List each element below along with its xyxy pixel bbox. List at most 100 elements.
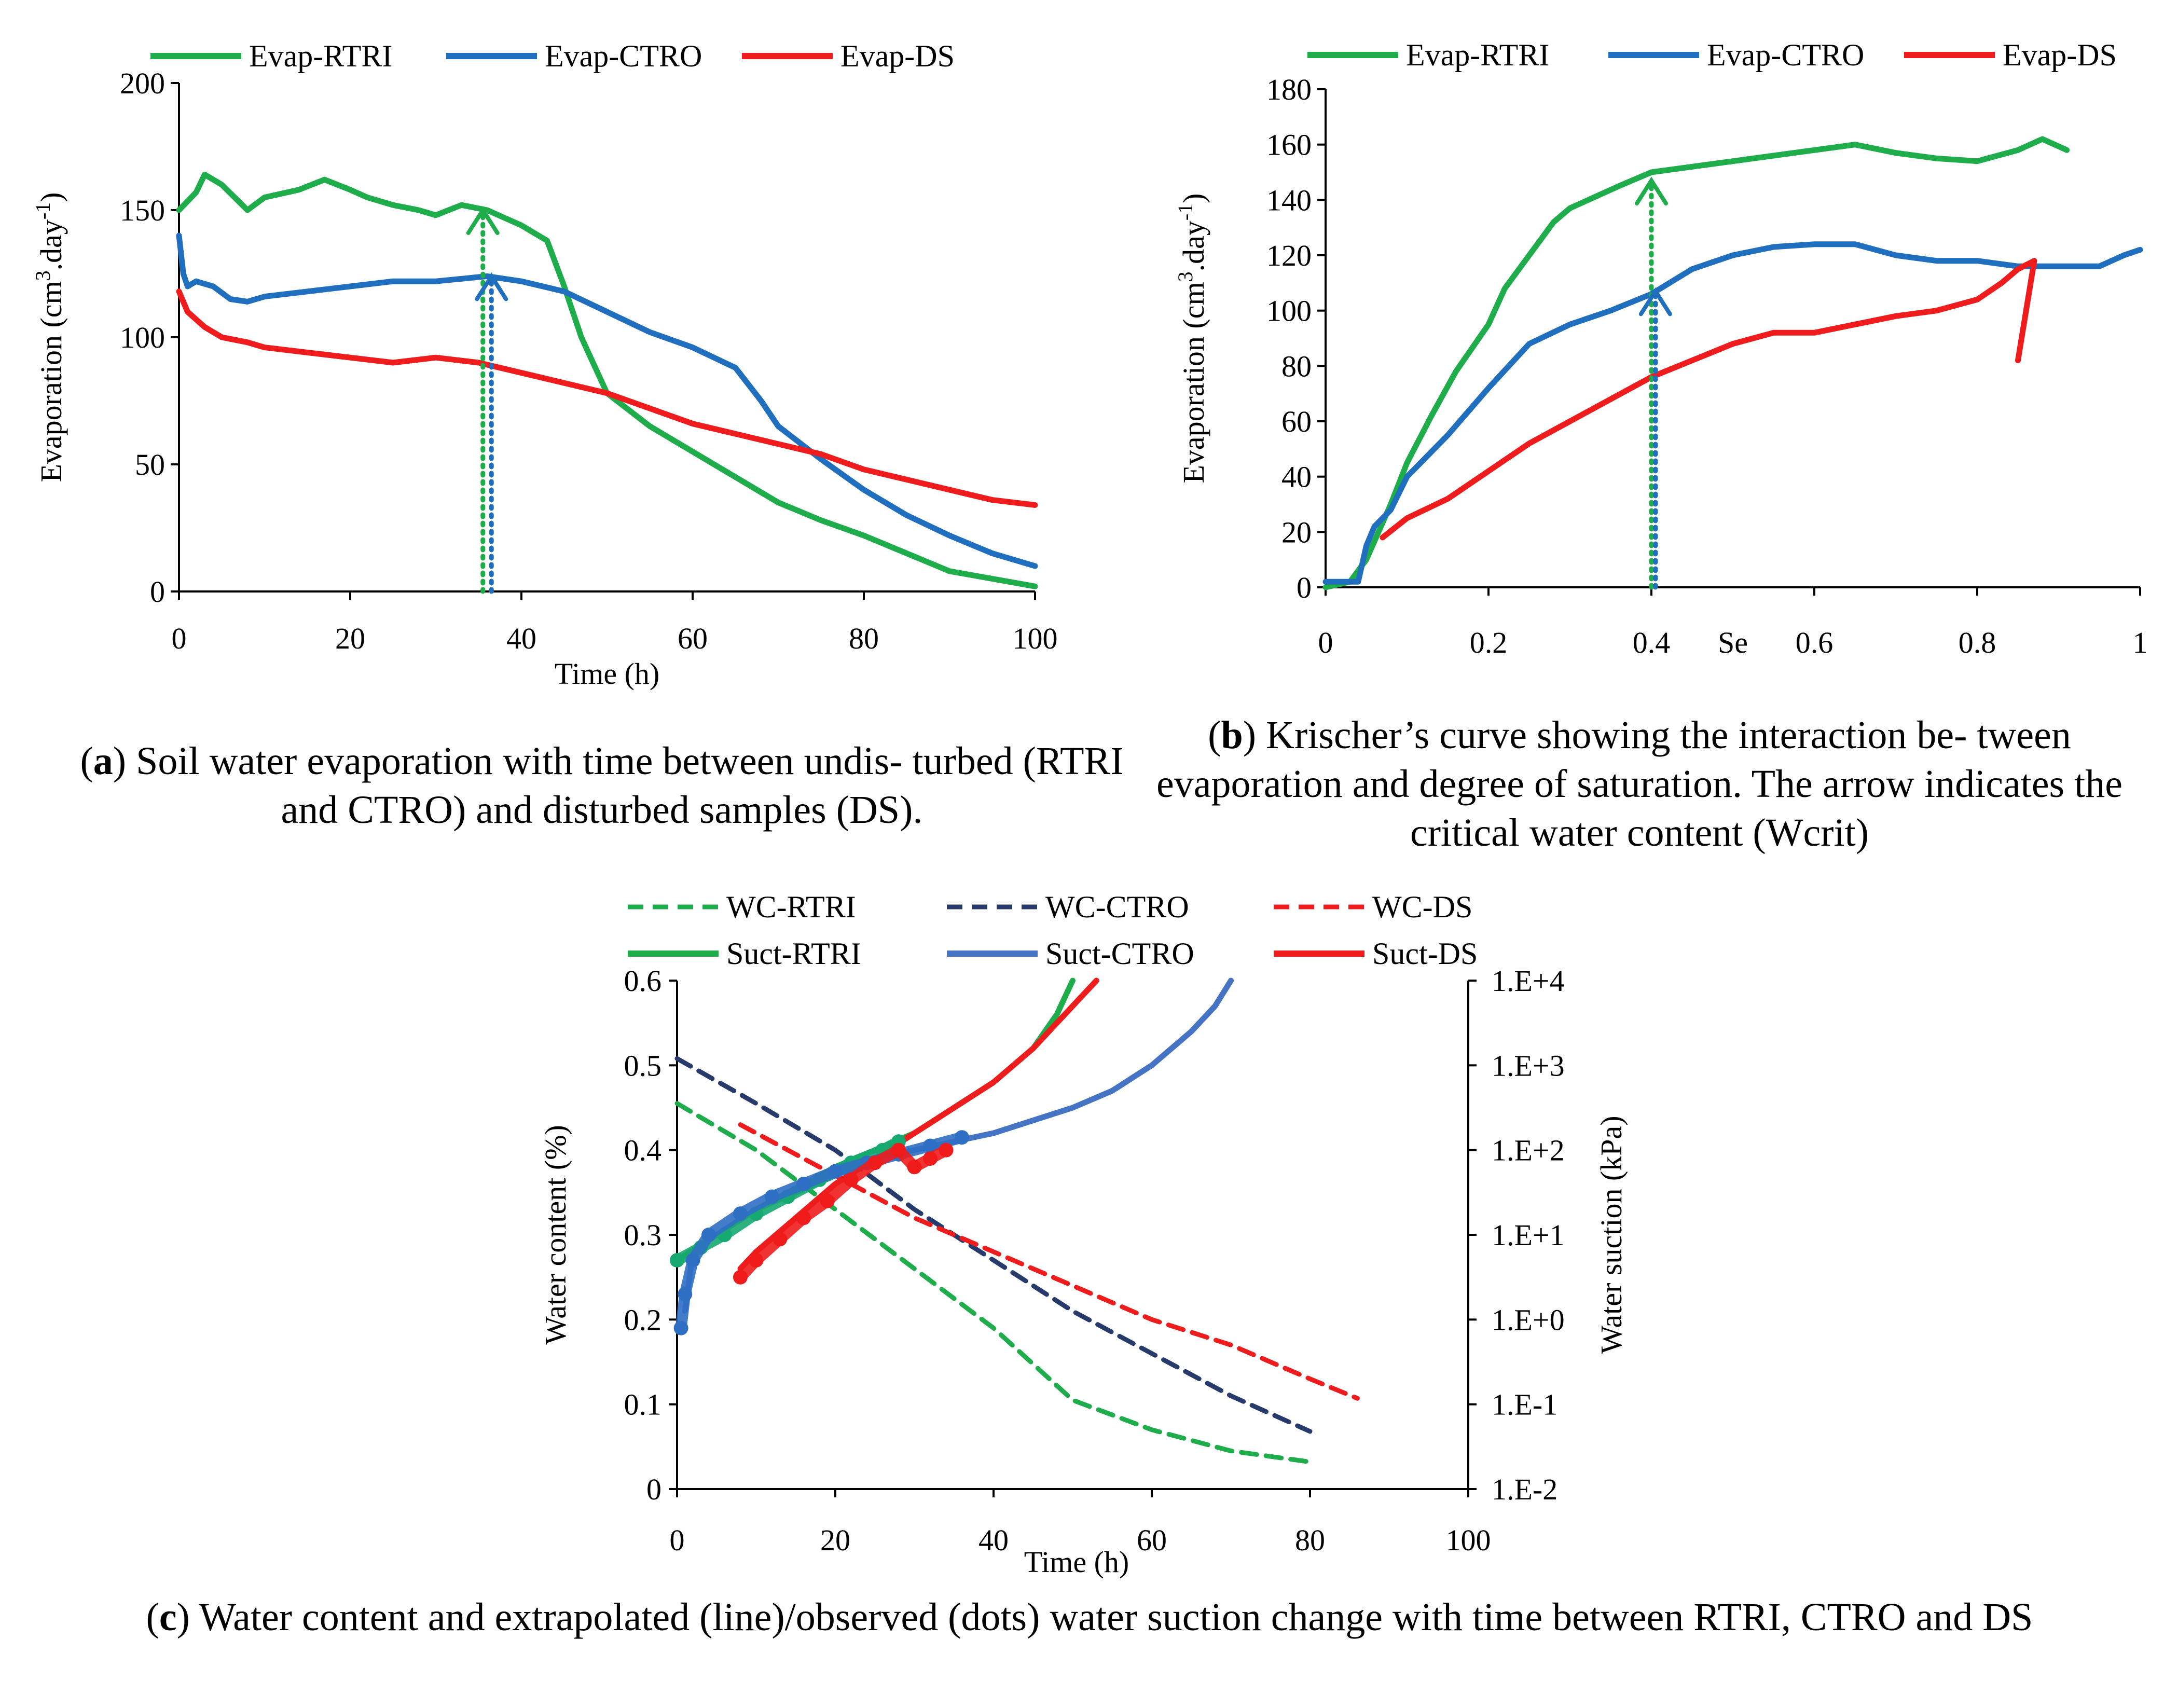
y-tick-label: 60 <box>1281 405 1312 438</box>
legend-label-evap-ds: Evap-DS <box>2003 38 2117 72</box>
y-tick-label: 0.6 <box>624 964 662 998</box>
chart-panel-c: 0 20 40 60 80 100 0 0.1 0.2 0.3 0.4 0.5 0.6 1.E-2 1.E-… <box>539 890 1628 1579</box>
caption-c: (c) Water content and extrapolated (line… <box>146 1595 2033 1639</box>
y-tick-label: 0 <box>1297 571 1312 604</box>
caption-a-text: Soil water evaporation with time between… <box>126 739 1124 832</box>
x-tick-label: 100 <box>1013 622 1058 655</box>
x-axis-label: Time (h) <box>555 657 660 691</box>
legend-label-suct-ds: Suct-DS <box>1372 936 1478 971</box>
caption-a-letter: a <box>93 739 113 783</box>
y-tick-label: 100 <box>1266 294 1312 328</box>
critical-arrow-evap-ctro <box>475 272 508 301</box>
x-tick-label: 40 <box>978 1523 1009 1557</box>
chart-panel-a: 0 20 40 60 80 100 0 50 100 150 200 Time (h) Evaporat… <box>31 39 1058 691</box>
legend-label-evap-ds: Evap-DS <box>840 39 955 73</box>
y-tick-label: 180 <box>1266 73 1312 106</box>
x-tick-label: 20 <box>335 622 365 655</box>
caption-c-text: Water content and extrapolated (line)/ob… <box>189 1595 2033 1639</box>
legend-label-evap-ctro: Evap-CTRO <box>1707 38 1864 72</box>
y-axis-label: Evaporation (cm3.day-1) <box>31 192 68 482</box>
x-axis-label: Time (h) <box>1024 1545 1129 1579</box>
x-tick-label: 80 <box>1295 1523 1325 1557</box>
caption-b: (b) Krischer’s curve showing the interac… <box>1156 713 2122 855</box>
axis-label-part: ) <box>1177 193 1210 203</box>
x-tick-label: 60 <box>1137 1523 1167 1557</box>
y-tick-label: 50 <box>135 448 165 481</box>
critical-arrow-evap-ctro <box>1638 287 1672 316</box>
x-tick-label: 0 <box>172 622 187 655</box>
legend-label-suct-rtri: Suct-RTRI <box>726 936 861 971</box>
x-tick-label: 100 <box>1446 1523 1491 1557</box>
series-line-evap-rtri <box>1322 136 2070 590</box>
x-tick-label: 0.8 <box>1959 626 1996 659</box>
caption-b-letter: b <box>1221 713 1243 757</box>
x-tick-label: 20 <box>820 1523 850 1557</box>
y-tick-label: 0.4 <box>624 1134 662 1167</box>
series-line-suct-ctro <box>682 977 1234 1314</box>
unit-superscript: 3 <box>31 270 54 281</box>
y-axis-label: Evaporation (cm3.day-1) <box>1174 193 1211 483</box>
x-tick-label: 0 <box>670 1523 685 1557</box>
series-line-evap-ctro <box>1322 241 2143 585</box>
y-tick-label: 0 <box>646 1472 661 1506</box>
x-tick-label: 1 <box>2133 626 2148 659</box>
y-right-tick-label: 1.E+4 <box>1492 964 1565 998</box>
y-right-tick-label: 1.E+0 <box>1492 1303 1565 1337</box>
y-tick-label: 120 <box>1266 239 1312 272</box>
x-tick-label: 0 <box>1318 626 1333 659</box>
x-tick-label: 0.4 <box>1633 626 1671 659</box>
y-right-tick-label: 1.E-1 <box>1492 1388 1557 1422</box>
axis-label-part: Evaporation (cm <box>1177 282 1210 483</box>
y-tick-label: 0.5 <box>624 1049 662 1082</box>
legend-label-suct-ctro: Suct-CTRO <box>1045 936 1194 971</box>
y-tick-label: 0.1 <box>624 1388 662 1422</box>
y-tick-label: 150 <box>120 194 165 227</box>
axis-label-part: .day <box>34 219 68 270</box>
x-tick-label: 0.2 <box>1470 626 1508 659</box>
y-axis-right-label: Water suction (kPa) <box>1594 1115 1628 1354</box>
series-line-evap-ds <box>176 288 1038 508</box>
y-right-tick-label: 1.E+2 <box>1492 1134 1565 1167</box>
legend-label-evap-rtri: Evap-RTRI <box>249 39 392 73</box>
legend-label-evap-rtri: Evap-RTRI <box>1406 38 1549 72</box>
legend-label-wc-ds: WC-DS <box>1372 890 1472 924</box>
x-axis-label: Se <box>1718 626 1748 659</box>
y-tick-label: 0.3 <box>624 1218 662 1252</box>
x-tick-label: 40 <box>506 622 536 655</box>
y-axis-label: Water content (%) <box>539 1125 572 1345</box>
y-tick-label: 160 <box>1266 128 1312 162</box>
y-tick-label: 0 <box>150 575 165 609</box>
y-tick-label: 20 <box>1281 515 1312 549</box>
unit-superscript: -1 <box>31 202 54 219</box>
x-tick-label: 80 <box>849 622 879 655</box>
axis-label-part: Evaporation (cm <box>34 281 68 482</box>
y-tick-label: 200 <box>120 66 165 100</box>
y-tick-label: 100 <box>120 321 165 354</box>
unit-superscript: -1 <box>1174 203 1197 221</box>
axis-label-part: ) <box>34 192 68 202</box>
series-line-wc-ds <box>738 1122 1360 1401</box>
critical-arrow-evap-rtri <box>466 206 500 235</box>
series-line-obs-ds <box>735 1144 952 1283</box>
critical-arrow-evap-rtri <box>1635 176 1668 205</box>
y-tick-label: 80 <box>1281 349 1312 383</box>
x-tick-label: 0.6 <box>1796 626 1834 659</box>
y-right-tick-label: 1.E+3 <box>1492 1049 1565 1082</box>
legend-label-wc-ctro: WC-CTRO <box>1045 890 1189 924</box>
y-right-tick-label: 1.E+1 <box>1492 1218 1565 1252</box>
legend-label-wc-rtri: WC-RTRI <box>726 890 856 924</box>
series-line-wc-ctro <box>674 1056 1313 1434</box>
unit-superscript: 3 <box>1174 271 1197 282</box>
series-line-evap-ctro <box>176 232 1038 569</box>
caption-c-letter: c <box>159 1595 177 1639</box>
axis-label-part: .day <box>1177 221 1210 271</box>
series-line-evap-ds <box>1380 258 2037 541</box>
x-tick-label: 60 <box>678 622 708 655</box>
y-right-tick-label: 1.E-2 <box>1492 1472 1557 1506</box>
legend-label-evap-ctro: Evap-CTRO <box>545 39 702 73</box>
series-line-evap-rtri <box>176 171 1038 589</box>
caption-a: (a) Soil water evaporation with time bet… <box>80 739 1124 832</box>
y-tick-label: 0.2 <box>624 1303 662 1337</box>
y-tick-label: 40 <box>1281 460 1312 494</box>
